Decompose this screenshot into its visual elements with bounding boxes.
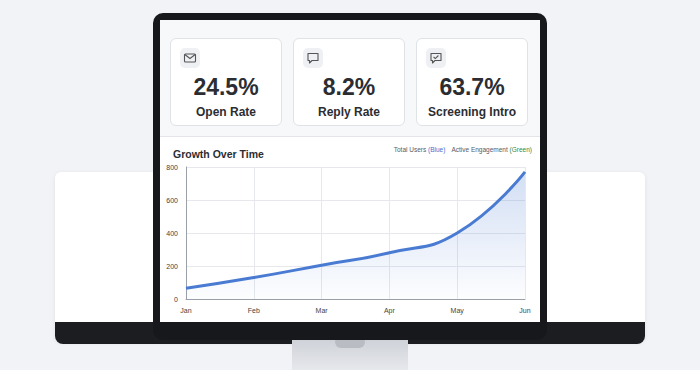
svg-text:800: 800 <box>166 164 178 171</box>
svg-text:0: 0 <box>174 296 178 303</box>
html-text:63.7%: 63.7% <box>439 74 505 100</box>
html-text:8.2%: 8.2% <box>322 74 376 100</box>
svg-text:Apr: Apr <box>384 307 396 315</box>
html-text:Active Engagement (Green): Active Engagement (Green) <box>451 146 532 153</box>
svg-text:Mar: Mar <box>316 307 329 314</box>
svg-text:May: May <box>451 307 465 315</box>
svg-text:400: 400 <box>166 230 178 237</box>
svg-text:Jun: Jun <box>519 307 530 314</box>
svg-text:Jan: Jan <box>180 307 191 314</box>
svg-text:Feb: Feb <box>248 307 260 314</box>
svg-text:Growth Over Time: Growth Over Time <box>173 148 264 160</box>
svg-text:200: 200 <box>166 263 178 270</box>
html-text:Screening Intro: Screening Intro <box>428 105 516 119</box>
html-text:24.5%: 24.5% <box>193 74 259 100</box>
html-text:Total Users (Blue): Total Users (Blue) <box>393 146 446 153</box>
svg-text:600: 600 <box>166 197 178 204</box>
html-text:Open Rate: Open Rate <box>196 105 256 119</box>
html-text:Reply Rate: Reply Rate <box>318 105 380 119</box>
